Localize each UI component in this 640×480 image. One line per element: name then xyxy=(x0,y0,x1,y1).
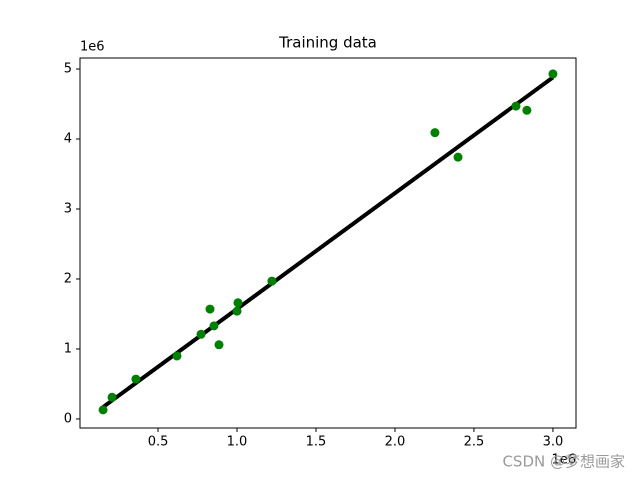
point xyxy=(233,298,243,308)
point xyxy=(232,306,242,316)
point xyxy=(511,101,521,111)
axes-frame xyxy=(79,57,577,429)
point xyxy=(196,329,206,339)
y-tick-label: 3 xyxy=(64,201,72,216)
x-tick-label: 2.5 xyxy=(464,435,485,450)
point xyxy=(522,105,532,115)
point xyxy=(107,392,117,402)
x-tick-label: 1.5 xyxy=(306,435,327,450)
x-tick-label: 0.5 xyxy=(148,435,169,450)
point xyxy=(548,69,558,79)
y-tick-label: 0 xyxy=(64,411,72,426)
point xyxy=(209,321,219,331)
y-tick-label: 4 xyxy=(64,131,72,146)
y-offset-label: 1e6 xyxy=(80,40,105,55)
point xyxy=(131,374,141,384)
point xyxy=(453,152,463,162)
y-tick-label: 1 xyxy=(64,341,72,356)
point xyxy=(172,351,182,361)
y-tick-label: 2 xyxy=(64,271,72,286)
x-tick-label: 2.0 xyxy=(385,435,406,450)
watermark: CSDN @梦想画家 xyxy=(502,453,625,471)
y-tick-label: 5 xyxy=(64,61,72,76)
point xyxy=(430,128,440,138)
point xyxy=(214,340,224,350)
x-tick-label: 3.0 xyxy=(543,435,564,450)
point xyxy=(205,304,215,314)
x-tick-label: 1.0 xyxy=(227,435,248,450)
point xyxy=(267,276,277,286)
x-offset-label: 1e6 xyxy=(551,453,576,468)
chart-title: Training data xyxy=(278,34,377,52)
point xyxy=(98,405,108,415)
